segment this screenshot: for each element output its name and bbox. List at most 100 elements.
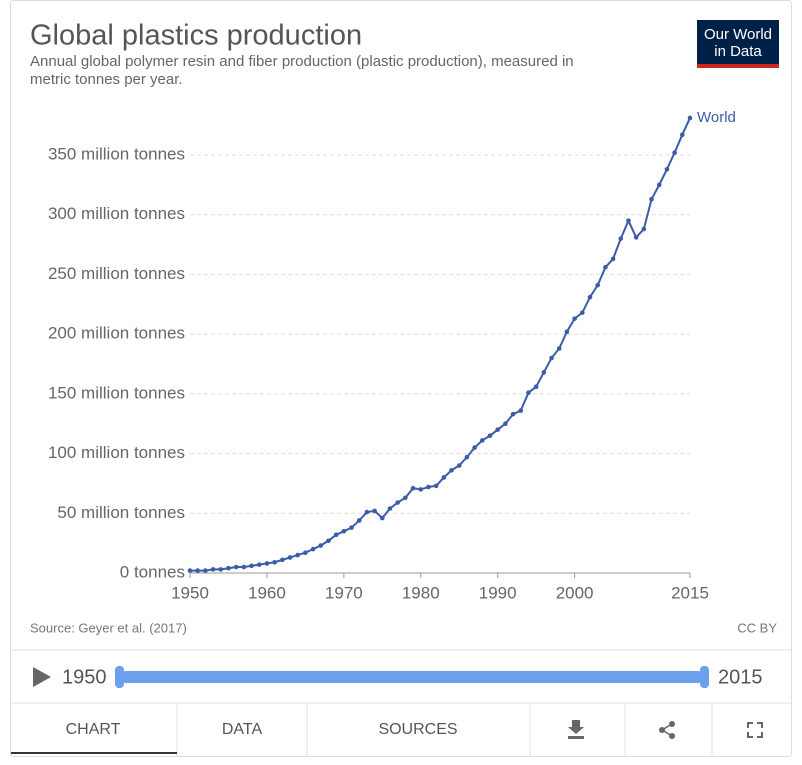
point [441, 475, 447, 480]
logo [697, 20, 779, 68]
point [249, 563, 254, 569]
point [372, 508, 377, 514]
subtitle-2: metric tonnes per year. [30, 71, 183, 88]
point [195, 568, 200, 573]
point [672, 150, 677, 155]
point [626, 218, 631, 223]
point [464, 454, 470, 460]
logo-stripe [697, 64, 779, 68]
logo-text: Our World [704, 26, 772, 43]
point [349, 525, 354, 530]
point [541, 370, 547, 375]
tab[interactable]: SOURCES [378, 721, 457, 738]
y-tick-label: 300 million tonnes [48, 204, 185, 223]
point [641, 226, 647, 232]
point [518, 408, 524, 413]
tab-dividers [176, 703, 713, 756]
tab[interactable]: DATA [222, 721, 263, 738]
point [587, 294, 593, 300]
share-icon[interactable] [659, 721, 675, 739]
timeline-handle[interactable] [700, 666, 709, 688]
x-tick-label: 1990 [479, 583, 517, 602]
timeline-bar[interactable] [120, 671, 704, 683]
point [264, 561, 270, 566]
point [456, 463, 462, 468]
point [387, 506, 393, 511]
point [656, 182, 662, 188]
point [603, 264, 608, 270]
point [295, 552, 300, 558]
point [426, 484, 431, 490]
timeline-start: 1950 [62, 666, 107, 688]
card [10, 0, 792, 757]
x-tick-label: 1960 [248, 583, 286, 602]
x-tick-label: 2015 [671, 583, 709, 602]
y-tick-label: 0 tonnes [120, 562, 185, 581]
point [549, 355, 554, 361]
point [572, 316, 577, 321]
point [210, 567, 216, 572]
point [380, 515, 385, 521]
point [303, 550, 308, 555]
source: Source: Geyer et al. (2017) [30, 620, 187, 635]
point [495, 427, 500, 432]
logo-text: in Data [714, 43, 762, 60]
point [187, 568, 193, 573]
point [580, 310, 585, 315]
point [472, 445, 477, 450]
point [341, 528, 347, 534]
timeline-handle[interactable] [115, 666, 124, 688]
x-tick-label: 1980 [402, 583, 440, 602]
series-label: World [697, 109, 736, 126]
x-tick-label: 1970 [325, 583, 363, 602]
point [310, 546, 316, 552]
point [226, 565, 231, 571]
point [287, 555, 293, 560]
download-icon[interactable] [568, 720, 584, 739]
point [218, 567, 224, 572]
license: CC BY [737, 620, 777, 635]
point [418, 487, 424, 492]
point [272, 559, 277, 565]
tab[interactable]: CHART [66, 721, 121, 738]
x-tick-label: 1950 [171, 583, 209, 602]
point [533, 384, 539, 389]
point [433, 483, 439, 489]
y-tick-label: 100 million tonnes [48, 443, 185, 462]
point [403, 495, 408, 501]
subtitle-1: Annual global polymer resin and fiber pr… [30, 53, 574, 70]
point [526, 390, 531, 395]
point [687, 115, 693, 121]
point [664, 167, 670, 172]
x-tick-label: 2000 [556, 583, 594, 602]
point [680, 132, 685, 137]
point [649, 196, 654, 202]
point [487, 433, 493, 438]
timeline-end: 2015 [718, 666, 763, 688]
point [633, 235, 639, 240]
point [503, 421, 508, 427]
point [618, 236, 624, 241]
y-tick-label: 150 million tonnes [48, 383, 185, 402]
point [510, 411, 516, 417]
point [318, 543, 324, 548]
point [364, 509, 370, 515]
point [356, 518, 362, 523]
point [233, 564, 239, 570]
point [556, 346, 562, 351]
play-button[interactable] [33, 667, 51, 687]
y-tick-label: 50 million tonnes [57, 503, 185, 522]
point [449, 467, 454, 473]
point [256, 562, 262, 567]
point [610, 256, 616, 262]
point [326, 538, 331, 544]
point [241, 564, 247, 570]
point [203, 568, 208, 573]
fullscreen-icon[interactable] [747, 722, 763, 738]
point [480, 438, 485, 443]
y-tick-label: 350 million tonnes [48, 144, 185, 163]
point [333, 532, 339, 538]
y-tick-label: 200 million tonnes [48, 324, 185, 343]
point [410, 485, 416, 491]
